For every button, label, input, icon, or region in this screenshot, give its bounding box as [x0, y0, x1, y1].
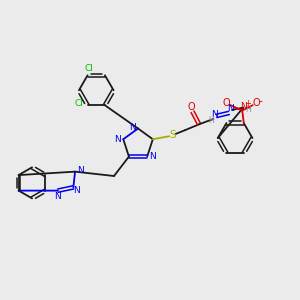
Text: S: S [169, 130, 176, 140]
Text: Cl: Cl [75, 99, 84, 108]
Text: N: N [115, 135, 121, 144]
Text: H: H [245, 106, 251, 115]
Text: +: + [244, 99, 251, 108]
Text: N: N [77, 166, 83, 175]
Text: Cl: Cl [85, 64, 94, 73]
Text: N: N [55, 191, 61, 200]
Text: N: N [129, 122, 136, 131]
Text: N: N [74, 186, 80, 195]
Text: N: N [240, 102, 247, 111]
Text: O: O [253, 98, 260, 108]
Text: N: N [211, 110, 218, 119]
Text: -: - [259, 96, 262, 106]
Text: N: N [227, 104, 234, 113]
Text: N: N [149, 152, 156, 161]
Text: O: O [187, 102, 195, 112]
Text: O: O [223, 98, 231, 108]
Text: H: H [208, 116, 214, 124]
